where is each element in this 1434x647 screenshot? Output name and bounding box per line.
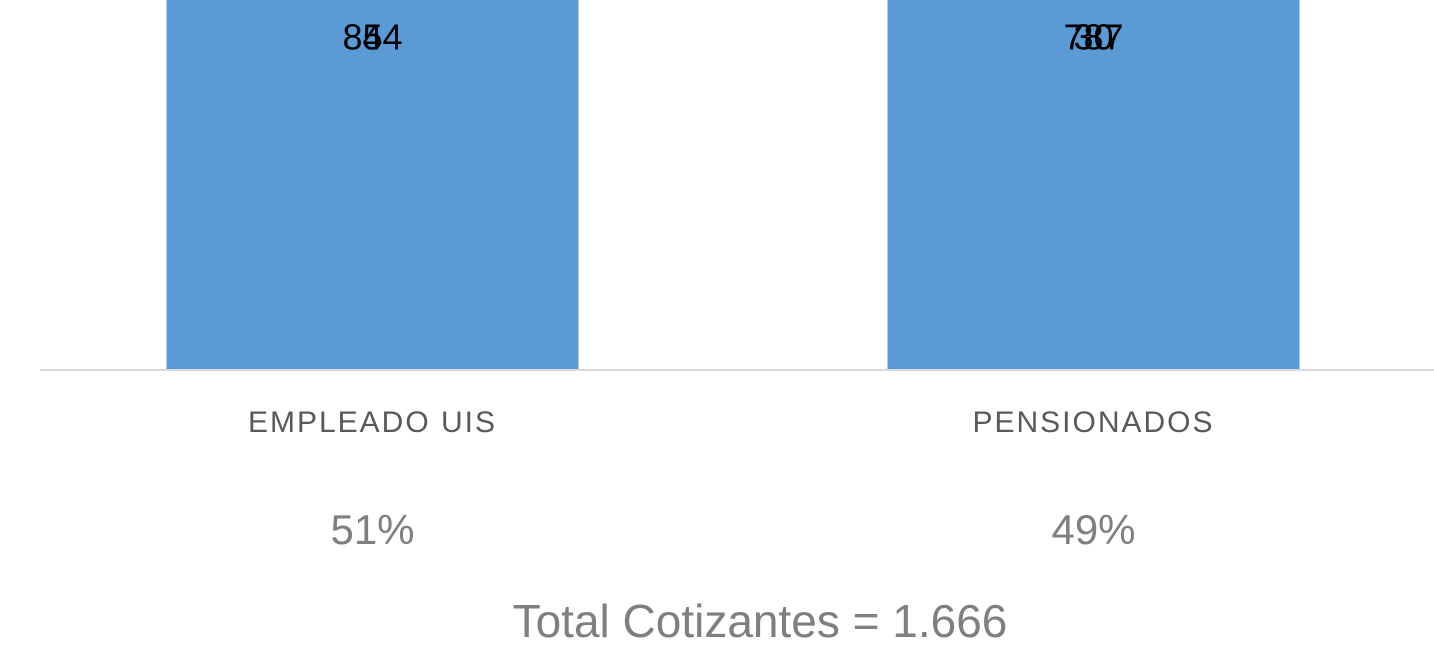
data-label: 30 <box>1073 17 1113 58</box>
data-label: 787 <box>1063 17 1123 58</box>
bar-segment <box>887 0 1300 371</box>
percent-label: 49% <box>1051 506 1135 553</box>
total-annotation: Total Cotizantes = 1.666 <box>513 595 1008 647</box>
percent-label: 51% <box>330 506 414 553</box>
bar-segment <box>166 0 579 370</box>
data-label: 5 <box>362 17 382 58</box>
x-tick-label: PENSIONADOS <box>972 406 1214 439</box>
x-tick-label: EMPLEADO UIS <box>248 406 497 439</box>
data-label: 844 <box>342 17 402 58</box>
